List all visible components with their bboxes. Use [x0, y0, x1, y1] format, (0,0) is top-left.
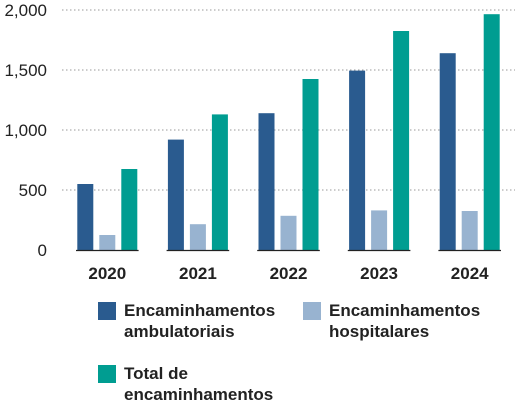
bar — [349, 70, 366, 250]
bar — [393, 31, 410, 250]
y-tick-label: 500 — [19, 181, 47, 200]
y-tick-label: 2,000 — [4, 1, 47, 20]
bar — [461, 211, 478, 250]
y-tick-label: 0 — [38, 241, 47, 260]
x-tick-label: 2020 — [88, 264, 126, 283]
x-tick-label: 2021 — [179, 264, 217, 283]
x-tick-label: 2022 — [270, 264, 308, 283]
bar — [280, 215, 297, 250]
bar — [99, 235, 116, 250]
bar — [302, 79, 319, 250]
bar — [167, 139, 184, 250]
x-axis-ticks: 2020 2021 2022 2023 2024 — [76, 249, 501, 283]
bar — [189, 224, 206, 250]
bar — [258, 113, 275, 250]
y-tick-label: 1,000 — [4, 121, 47, 140]
bars — [77, 14, 500, 251]
y-tick-label: 1,500 — [4, 61, 47, 80]
bar — [211, 114, 228, 251]
x-tick-label: 2024 — [451, 264, 489, 283]
bar — [371, 210, 388, 250]
bar — [483, 14, 500, 251]
y-axis-ticks: 0 500 1,000 1,500 2,000 — [4, 1, 47, 260]
x-tick-label: 2023 — [360, 264, 398, 283]
gridlines — [62, 9, 515, 191]
bar — [121, 169, 138, 250]
bar — [77, 184, 94, 250]
bar — [439, 53, 456, 251]
